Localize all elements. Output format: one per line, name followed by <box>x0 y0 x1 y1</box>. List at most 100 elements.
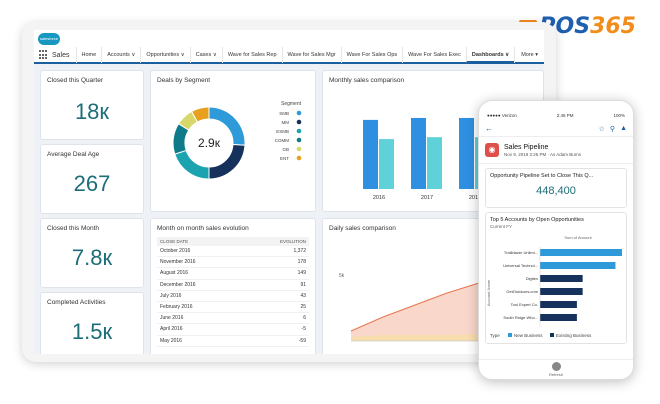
mobile-header: ← ☆ ⚲ ▲ <box>479 121 633 137</box>
bar-2017-series-1[interactable] <box>411 117 426 189</box>
category-label: Digitex <box>526 276 538 281</box>
bell-icon[interactable]: ▲ <box>620 124 627 132</box>
x-axis-title: Sum of Amount <box>564 235 592 240</box>
nav-more[interactable]: More ▾ <box>514 47 544 63</box>
category-label: Tool Expert Co. <box>511 302 538 307</box>
laptop-frame: salesforce Sales Home Accounts ∨ Opportu… <box>22 22 556 362</box>
nav-wave-exec[interactable]: Wave For Sales Exec <box>402 47 466 63</box>
nav-home[interactable]: Home <box>75 47 102 63</box>
category-label: South Ridge Who... <box>503 315 538 320</box>
legend-label-ent: ENT <box>280 156 289 161</box>
cell-evolution: 25 <box>300 304 306 311</box>
bar-2018-series-1[interactable] <box>459 117 474 189</box>
table-header: CLOSE DATE EVOLUTION <box>157 237 309 246</box>
kpi-label: Closed this Month <box>47 225 100 232</box>
nav-opportunities[interactable]: Opportunities ∨ <box>140 47 189 63</box>
cell-evolution: 6 <box>303 315 306 322</box>
card-title: Deals by Segment <box>157 77 211 84</box>
refresh-icon[interactable] <box>551 362 561 371</box>
top-bar: salesforce <box>34 30 544 48</box>
donut-slice-ent[interactable] <box>190 106 210 123</box>
salesforce-logo[interactable]: salesforce <box>38 33 60 45</box>
cell-close-date: April 2016 <box>160 326 183 333</box>
kpi-label: Closed this Quarter <box>47 77 103 84</box>
table-row[interactable]: February 2016 25 <box>157 302 309 314</box>
cell-evolution: 178 <box>297 259 306 266</box>
cell-evolution: -5 <box>301 326 306 333</box>
table-row[interactable]: April 2016 -5 <box>157 324 309 336</box>
bar-2016-series-2[interactable] <box>379 139 394 189</box>
nav-cases[interactable]: Cases ∨ <box>189 47 222 63</box>
refresh-label: Refresh <box>548 372 563 377</box>
record-subtitle: Nov 9, 2019 2:25 PM · As Adam Burns <box>504 151 582 157</box>
table-row[interactable]: August 2016 149 <box>157 268 309 280</box>
legend-label-mm: MM <box>282 120 290 125</box>
nav-wave-rep[interactable]: Wave for Sales Rep <box>221 47 282 63</box>
app-name: Sales <box>52 51 70 59</box>
nav-dashboards[interactable]: Dashboards ∨ <box>465 47 515 63</box>
back-arrow-icon[interactable]: ← <box>485 124 493 133</box>
kpi-closed-month[interactable]: Closed this Month 7.8к <box>40 218 144 288</box>
legend-existing: Existing Business <box>556 333 592 338</box>
evolution-card[interactable]: Month on month sales evolution CLOSE DAT… <box>150 218 316 354</box>
hbar-new-business[interactable] <box>540 262 616 269</box>
legend-swatch-ent <box>296 155 302 161</box>
donut-slice-esmb[interactable] <box>174 149 210 180</box>
cell-evolution: 1,372 <box>293 248 306 255</box>
y-axis-label: 5k <box>339 273 345 279</box>
deals-by-segment-card[interactable]: Deals by Segment 2.9к Segment SMB MM ESMB C… <box>150 70 316 212</box>
table-row[interactable]: May 2016 -59 <box>157 336 309 347</box>
kpi-completed-activities[interactable]: Completed Activities 1.5к <box>40 292 144 354</box>
table-row[interactable]: November 2016 178 <box>157 257 309 269</box>
hbar-new-business[interactable] <box>540 249 622 256</box>
cell-close-date: July 2016 <box>160 292 182 299</box>
category-label: GetOutdoors.com <box>506 289 538 294</box>
table-row[interactable]: December 2016 91 <box>157 280 309 291</box>
y-axis-title: Account Name <box>486 279 491 306</box>
cell-evolution: -59 <box>298 337 306 344</box>
nav-wave-mgr[interactable]: Wave for Sales Mgr <box>281 47 341 63</box>
donut-chart: 2.9к Segment SMB MM ESMB COMM GB ENT <box>172 101 302 180</box>
search-icon[interactable]: ⚲ <box>609 125 616 133</box>
kpi-value: 1.5к <box>71 319 113 344</box>
cell-evolution: 43 <box>300 292 306 299</box>
legend-new: New Business <box>514 333 543 338</box>
time: 2:45 PM <box>556 112 574 118</box>
legend-title: Segment <box>281 101 302 107</box>
bar-2016-series-1[interactable] <box>363 119 378 189</box>
table-row[interactable]: July 2016 43 <box>157 291 309 302</box>
category-label: Trailblazer Unlimi... <box>504 250 538 255</box>
nav-wave-ops[interactable]: Wave For Sales Ops <box>340 47 403 63</box>
card-title: Daily sales comparison <box>329 225 396 232</box>
top5-bar-chart: Sum of Amount Account Name Type New Busi… <box>486 235 622 338</box>
kpi-avg-deal-age[interactable]: Average Deal Age 267 <box>40 144 144 214</box>
donut-center: 2.9к <box>198 136 221 150</box>
hbar-existing-business[interactable] <box>540 275 583 282</box>
hbar-existing-business[interactable] <box>540 288 583 295</box>
legend-swatch-comm <box>296 137 302 143</box>
bar-2017-series-2[interactable] <box>427 137 442 189</box>
nav-bar: Sales Home Accounts ∨ Opportunities ∨ Ca… <box>34 47 544 64</box>
top5-card[interactable]: Top 5 Accounts by Open Opportunities Cur… <box>485 212 627 344</box>
tick-label-2018: 2018 <box>469 195 481 201</box>
mobile-footer[interactable]: Refresh <box>479 359 633 379</box>
legend-swatch-existing <box>550 333 554 337</box>
kpi-closed-quarter[interactable]: Closed this Quarter 18к <box>40 70 144 140</box>
hbar-existing-business[interactable] <box>540 301 577 308</box>
kpi-value: 267 <box>73 171 111 196</box>
kpi-label: Completed Activities <box>47 299 106 306</box>
table-row[interactable]: June 2016 6 <box>157 313 309 325</box>
watermark-num: 365 <box>590 14 636 39</box>
app-launcher-icon[interactable] <box>39 50 49 60</box>
legend-swatch-smb <box>296 110 302 116</box>
category-label: Universal Technol... <box>503 263 538 268</box>
star-icon[interactable]: ☆ <box>598 125 605 133</box>
legend-swatch-esmb <box>296 128 302 134</box>
nav-accounts[interactable]: Accounts ∨ <box>101 47 140 63</box>
pipeline-card[interactable]: Opportunity Pipeline Set to Close This Q… <box>485 168 627 208</box>
hbar-existing-business[interactable] <box>540 314 577 321</box>
table-row[interactable]: October 2016 1,372 <box>157 246 309 258</box>
legend-swatch-mm <box>296 119 302 125</box>
pipeline-title: Opportunity Pipeline Set to Close This Q… <box>490 173 594 179</box>
col-evolution: EVOLUTION <box>279 239 306 244</box>
